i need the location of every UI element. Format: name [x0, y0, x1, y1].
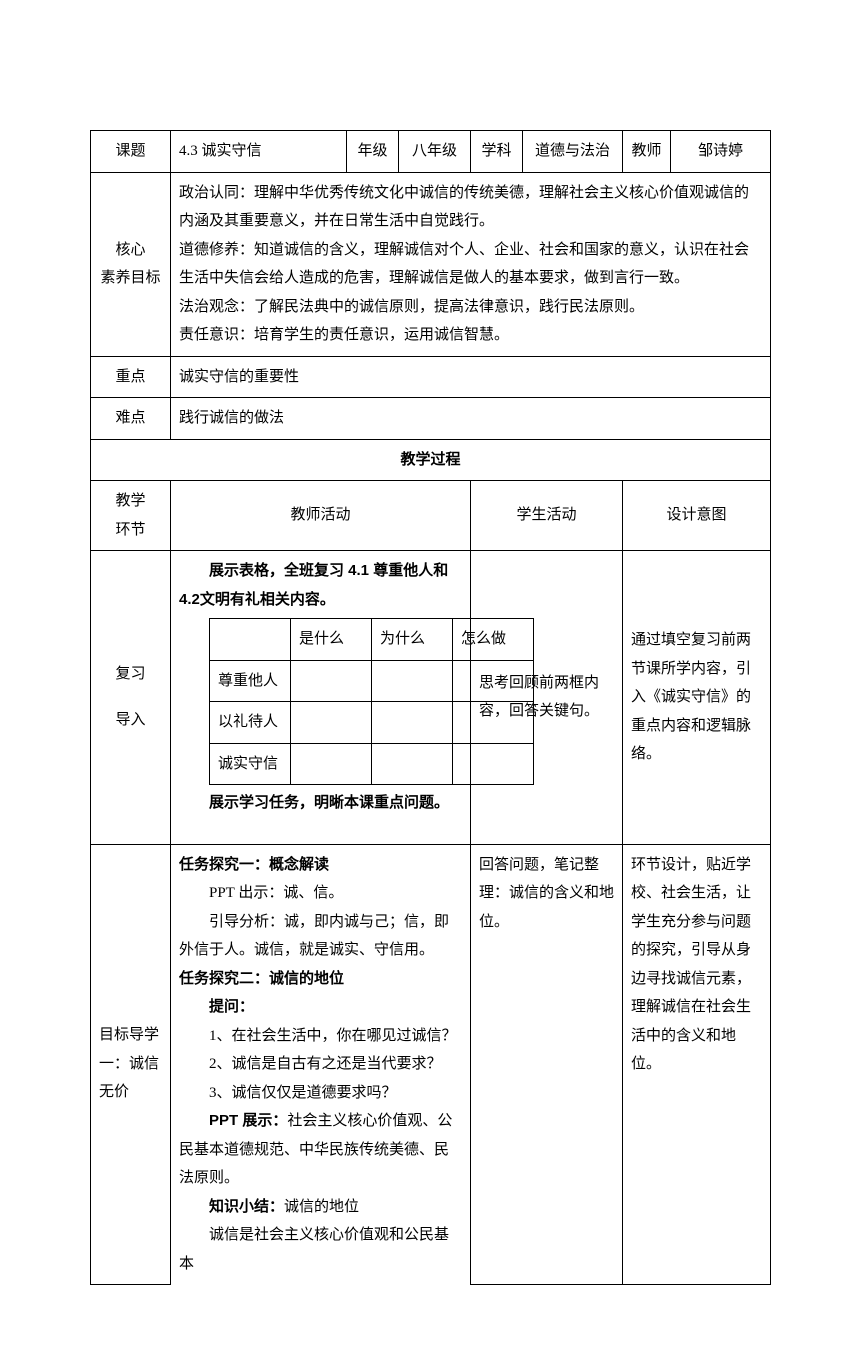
inner-r2c1 — [291, 702, 372, 744]
core-line-3: 法治观念：了解民法典中的诚信原则，提高法律意识，践行民法原则。 — [179, 293, 762, 322]
label-subject: 学科 — [471, 131, 523, 173]
inner-r2c2 — [372, 702, 453, 744]
header-row: 课题 4.3 诚实守信 年级 八年级 学科 道德与法治 教师 邹诗婷 — [91, 131, 771, 173]
inner-col-2: 为什么 — [372, 619, 453, 661]
label-grade: 年级 — [347, 131, 399, 173]
label-keypoint: 重点 — [91, 356, 171, 398]
goal1-student: 回答问题，笔记整理：诚信的含义和地位。 — [471, 844, 623, 1284]
g1-t1-l1: PPT 出示：诚、信。 — [179, 879, 462, 908]
stage-review-1: 复习 — [99, 660, 162, 689]
g1-t1: 任务探究一：概念解读 — [179, 851, 462, 880]
keypoint-value: 诚实守信的重要性 — [171, 356, 771, 398]
g1-q2: 2、诚信是自古有之还是当代要求？ — [179, 1050, 462, 1079]
inner-row-2-label: 以礼待人 — [210, 702, 291, 744]
goal1-design: 环节设计，贴近学校、社会生活，让学生充分参与问题的探究，引导从身边寻找诚信元素，… — [623, 844, 771, 1284]
review-design: 通过填空复习前两节课所学内容，引入《诚实守信》的重点内容和逻辑脉络。 — [623, 551, 771, 845]
inner-row-1-label: 尊重他人 — [210, 660, 291, 702]
core-line-1: 政治认同：理解中华优秀传统文化中诚信的传统美德，理解社会主义核心价值观诚信的内涵… — [179, 179, 762, 236]
g1-q1: 1、在社会生活中，你在哪见过诚信？ — [179, 1022, 462, 1051]
g1-t1-l2: 引导分析：诚，即内诚与己；信，即外信于人。诚信，就是诚实、守信用。 — [179, 908, 462, 965]
inner-r1c1 — [291, 660, 372, 702]
label-core: 核心 素养目标 — [91, 172, 171, 356]
g1-summary: 知识小结：诚信的地位 — [179, 1193, 462, 1222]
g1-sum-label: 知识小结： — [209, 1198, 284, 1215]
inner-row-3-label: 诚实守信 — [210, 743, 291, 785]
core-line-4: 责任意识：培育学生的责任意识，运用诚信智慧。 — [179, 321, 762, 350]
stage-review: 复习 导入 — [91, 551, 171, 845]
g1-ppt: PPT 展示：社会主义核心价值观、公民基本道德规范、中华民族传统美德、民法原则。 — [179, 1107, 462, 1193]
value-subject: 道德与法治 — [523, 131, 623, 173]
difficulty-value: 践行诚信的做法 — [171, 398, 771, 440]
page: 课题 4.3 诚实守信 年级 八年级 学科 道德与法治 教师 邹诗婷 核心 素养… — [0, 0, 860, 1345]
col-teacher: 教师活动 — [171, 481, 471, 551]
inner-r3c1 — [291, 743, 372, 785]
review-student: 思考回顾前两框内容，回答关键句。 — [471, 551, 623, 845]
value-grade: 八年级 — [399, 131, 471, 173]
inner-col-1: 是什么 — [291, 619, 372, 661]
g1-ask: 提问： — [179, 993, 462, 1022]
g1-ppt-label: PPT 展示： — [209, 1112, 287, 1129]
difficulty-row: 难点 践行诚信的做法 — [91, 398, 771, 440]
review-lead: 展示表格，全班复习 4.1 尊重他人和 4.2文明有礼相关内容。 — [179, 557, 462, 614]
label-topic: 课题 — [91, 131, 171, 173]
value-teacher: 邹诗婷 — [671, 131, 771, 173]
review-tail: 展示学习任务，明晰本课重点问题。 — [179, 789, 462, 818]
goal1-row: 目标导学一：诚信无价 任务探究一：概念解读 PPT 出示：诚、信。 引导分析：诚… — [91, 844, 771, 1284]
label-teacher: 教师 — [623, 131, 671, 173]
goal1-teacher-cell: 任务探究一：概念解读 PPT 出示：诚、信。 引导分析：诚，即内诚与己；信，即外… — [171, 844, 471, 1284]
stage-review-2: 导入 — [99, 706, 162, 735]
lesson-plan-table: 课题 4.3 诚实守信 年级 八年级 学科 道德与法治 教师 邹诗婷 核心 素养… — [90, 130, 771, 1285]
col-student: 学生活动 — [471, 481, 623, 551]
g1-q3: 3、诚信仅仅是道德要求吗？ — [179, 1079, 462, 1108]
col-stage: 教学 环节 — [91, 481, 171, 551]
core-line-2: 道德修养：知道诚信的含义，理解诚信对个人、企业、社会和国家的意义，认识在社会生活… — [179, 236, 762, 293]
g1-sum-title: 诚信的地位 — [284, 1199, 359, 1215]
value-topic: 4.3 诚实守信 — [171, 131, 347, 173]
keypoint-row: 重点 诚实守信的重要性 — [91, 356, 771, 398]
process-header-row: 教学 环节 教师活动 学生活动 设计意图 — [91, 481, 771, 551]
review-row: 复习 导入 展示表格，全班复习 4.1 尊重他人和 4.2文明有礼相关内容。 是… — [91, 551, 771, 845]
review-teacher-cell: 展示表格，全班复习 4.1 尊重他人和 4.2文明有礼相关内容。 是什么 为什么… — [171, 551, 471, 845]
inner-blank — [210, 619, 291, 661]
process-title-row: 教学过程 — [91, 439, 771, 481]
inner-r1c2 — [372, 660, 453, 702]
core-content: 政治认同：理解中华优秀传统文化中诚信的传统美德，理解社会主义核心价值观诚信的内涵… — [171, 172, 771, 356]
stage-goal1: 目标导学一：诚信无价 — [91, 844, 171, 1284]
inner-r3c2 — [372, 743, 453, 785]
col-design: 设计意图 — [623, 481, 771, 551]
label-difficulty: 难点 — [91, 398, 171, 440]
g1-t2: 任务探究二：诚信的地位 — [179, 965, 462, 994]
g1-sum-line: 诚信是社会主义核心价值观和公民基本 — [179, 1221, 462, 1278]
process-title: 教学过程 — [91, 439, 771, 481]
core-objectives-row: 核心 素养目标 政治认同：理解中华优秀传统文化中诚信的传统美德，理解社会主义核心… — [91, 172, 771, 356]
